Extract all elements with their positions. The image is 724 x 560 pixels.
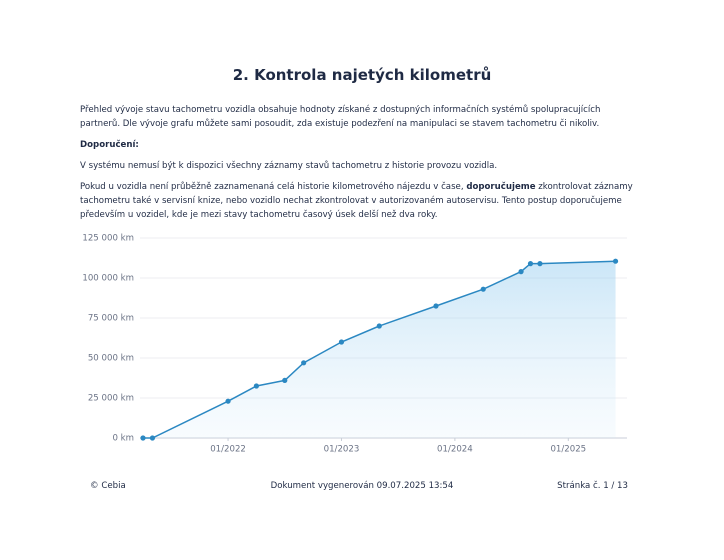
point — [338, 339, 345, 345]
y-tick-label: 25 000 km — [88, 394, 134, 404]
y-tick-label: 75 000 km — [88, 314, 134, 324]
point — [253, 383, 260, 389]
recommendation-heading: Doporučení: — [80, 140, 139, 150]
text: Pokud u vozidla není průběžně zaznamenan… — [80, 182, 467, 192]
point — [518, 269, 524, 275]
x-tick-label: 01/2022 — [210, 445, 246, 455]
y-tick-label: 125 000 km — [82, 234, 134, 244]
x-tick-label: 01/2023 — [324, 445, 360, 455]
footer-center: Dokument vygenerován 09.07.2025 13:54 — [270, 481, 454, 491]
point — [149, 435, 156, 441]
chart: 0 km 25 000 km 50 000 km 75 000 km 100 000 k… — [82, 234, 627, 455]
point — [140, 435, 146, 441]
footer-left: © Cebia — [90, 481, 126, 491]
point — [225, 398, 231, 404]
point — [527, 261, 534, 267]
recommendation: V systému nemusí být k dispozici všechny… — [80, 161, 498, 171]
text: zkontrolovat záznamy tachometru také v s… — [80, 182, 633, 220]
point — [282, 377, 288, 383]
point — [480, 286, 486, 292]
intro: Přehled vývoje stavu tachometru vozidla … — [80, 105, 601, 129]
point — [301, 360, 307, 366]
y-tick-label: 100 000 km — [82, 274, 134, 284]
y-tick-label: 0 km — [112, 434, 134, 444]
x-tick-label: 01/2025 — [550, 445, 586, 455]
x-tick-label: 01/2024 — [437, 445, 473, 455]
recommendation: Pokud u vozidla není průběžně zaznamenan… — [80, 180, 642, 222]
area — [143, 261, 616, 438]
point — [376, 323, 382, 329]
point — [612, 258, 619, 264]
emphasis: doporučujeme — [466, 182, 536, 192]
title: 2. Kontrola najetých kilometrů — [232, 66, 492, 84]
y-tick-label: 50 000 km — [88, 354, 134, 364]
point — [433, 303, 439, 309]
point — [537, 261, 543, 267]
footer-right: Stránka č. 1 / 13 — [557, 481, 628, 491]
